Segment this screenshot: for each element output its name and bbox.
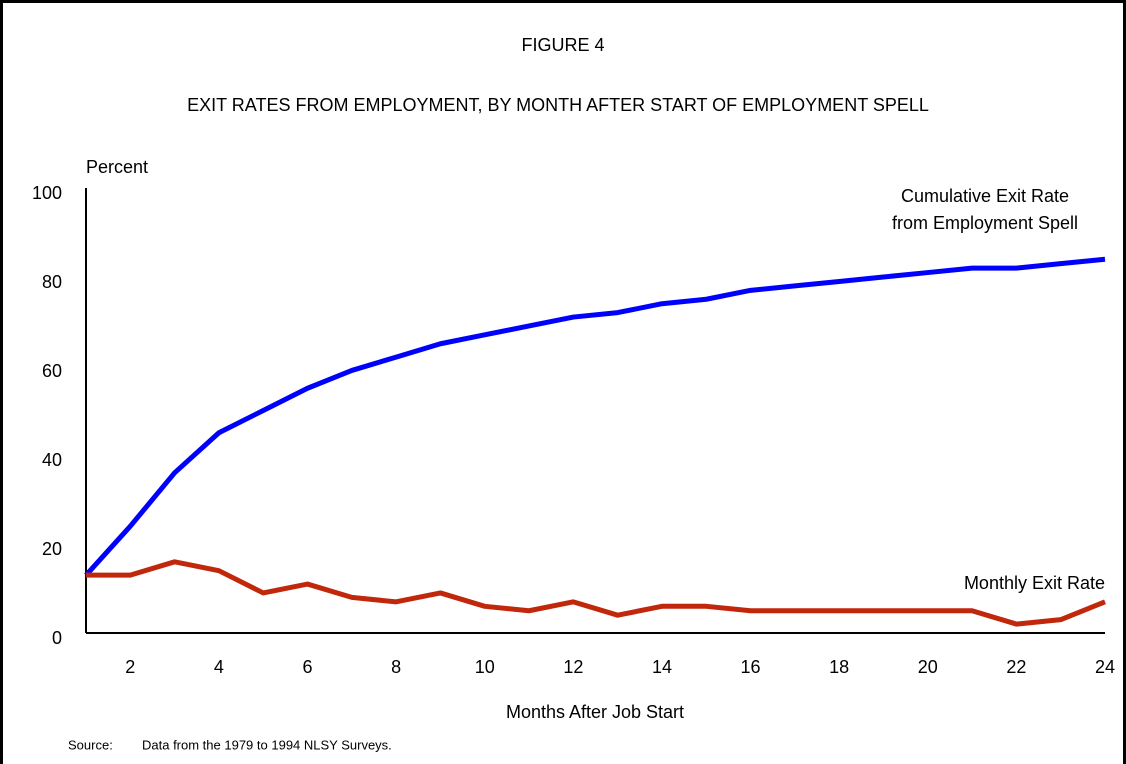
x-tick-label: 10 <box>475 657 495 677</box>
y-tick-label: 80 <box>42 272 62 292</box>
x-tick-label: 24 <box>1095 657 1115 677</box>
source: Data from the 1979 to 1994 NLSY Surveys. <box>142 737 392 752</box>
x-tick-label: 18 <box>829 657 849 677</box>
chart-subtitle: EXIT RATES FROM EMPLOYMENT, BY MONTH AFT… <box>187 95 929 115</box>
y-tick-label: 0 <box>52 628 62 648</box>
chart-title: FIGURE 4 <box>521 35 604 55</box>
y-tick-label: 40 <box>42 450 62 470</box>
y-tick-label: 100 <box>32 183 62 203</box>
y-tick-label: 20 <box>42 539 62 559</box>
x-tick-label: 12 <box>563 657 583 677</box>
x-tick-label: 8 <box>391 657 401 677</box>
x-tick-label: 20 <box>918 657 938 677</box>
x-tick-label: 22 <box>1006 657 1026 677</box>
source-label: Source: <box>68 737 113 752</box>
series-label: Cumulative Exit Rate <box>901 186 1069 206</box>
series-label: Monthly Exit Rate <box>964 573 1105 593</box>
series-line <box>86 559 1106 627</box>
x-tick-label: 2 <box>125 657 135 677</box>
y-axis-label: Percent <box>86 157 148 177</box>
x-tick-label: 6 <box>303 657 313 677</box>
x-tick-label: 14 <box>652 657 672 677</box>
series-line <box>84 256 1106 577</box>
y-tick-label: 60 <box>42 361 62 381</box>
x-tick-label: 4 <box>214 657 224 677</box>
x-tick-label: 16 <box>741 657 761 677</box>
x-axis-label: Months After Job Start <box>506 702 684 722</box>
series-label: from Employment Spell <box>892 213 1078 233</box>
